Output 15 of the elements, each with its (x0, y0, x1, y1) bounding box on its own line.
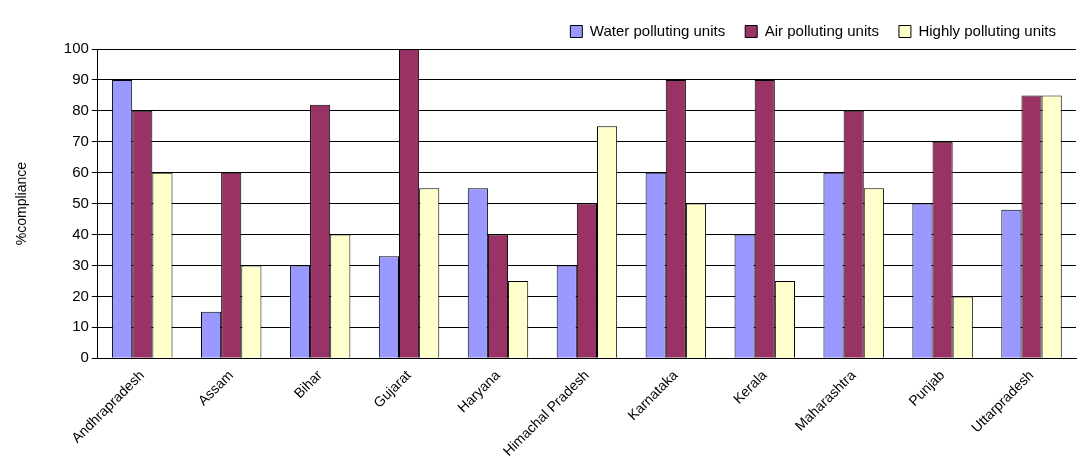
y-tick-label: 70 (72, 131, 89, 149)
y-tick-label: 20 (72, 286, 89, 304)
legend-label: Water polluting units (589, 21, 726, 39)
y-tick-label: 40 (72, 224, 89, 242)
y-tick-label: 60 (72, 162, 89, 180)
y-tick-label: 100 (63, 39, 89, 57)
legend-label: Air polluting units (764, 21, 879, 39)
y-tick-label: 90 (72, 70, 89, 88)
y-axis-title: %compliance (13, 161, 30, 246)
y-tick-label: 30 (72, 255, 89, 273)
y-tick-label: 0 (80, 348, 89, 366)
y-tick-label: 50 (72, 193, 89, 211)
y-tick-label: 10 (72, 317, 89, 335)
legend-label: Highly polluting units (918, 21, 1056, 39)
y-tick-label: 80 (72, 100, 89, 118)
